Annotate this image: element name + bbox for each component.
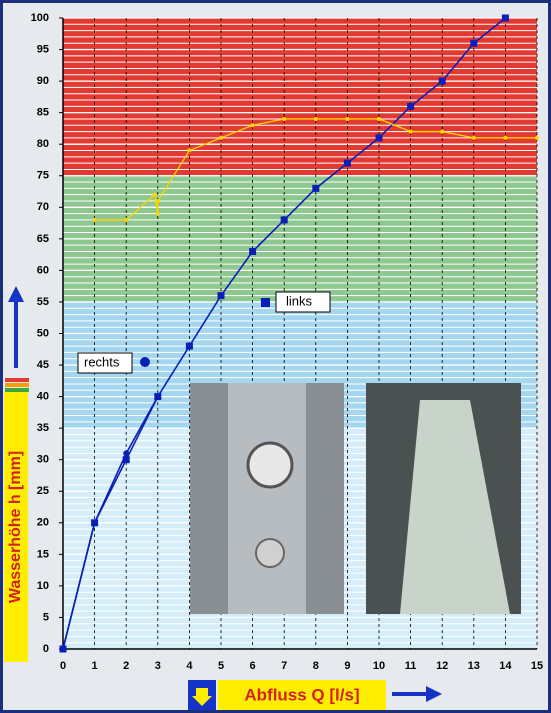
photo-left-channel (228, 383, 306, 614)
marker (155, 198, 160, 203)
x-tick-label: 3 (155, 660, 161, 672)
x-tick-label: 8 (313, 660, 319, 672)
marker (124, 217, 129, 222)
y-tick-label: 20 (37, 517, 49, 529)
y-axis-label: Wasserhöhe h [mm] (7, 451, 24, 603)
x-tick-label: 11 (405, 660, 417, 672)
legend-box (275, 291, 331, 313)
y-tick-label: 70 (37, 201, 49, 213)
marker (91, 519, 98, 526)
y-tick-label: 45 (37, 359, 49, 371)
marker (250, 123, 255, 128)
arrow-icon (192, 688, 212, 706)
marker (470, 39, 478, 47)
y-tick-label: 30 (37, 454, 49, 466)
marker (282, 116, 287, 121)
arrow-head (8, 286, 24, 302)
x-tick-label: 7 (281, 660, 287, 672)
x-tick-label: 12 (436, 660, 448, 672)
marker (312, 184, 320, 192)
y-tick-label: 10 (37, 580, 49, 592)
x-tick-label: 9 (344, 660, 350, 672)
marker (155, 211, 160, 216)
y-tick-label: 0 (43, 643, 49, 655)
x-tick-label: 4 (186, 660, 193, 672)
key (5, 378, 29, 382)
y-tick-label: 5 (43, 611, 49, 623)
marker (313, 116, 318, 121)
legend-marker (140, 357, 150, 367)
marker (408, 129, 413, 134)
marker (122, 456, 130, 464)
y-tick-label: 55 (37, 296, 49, 308)
y-tick-label: 75 (37, 170, 49, 182)
y-tick-label: 65 (37, 233, 49, 245)
marker (187, 148, 192, 153)
x-tick-label: 5 (218, 660, 224, 672)
key (5, 383, 29, 387)
y-tick-label: 25 (37, 485, 49, 497)
y-tick-label: 35 (37, 422, 49, 434)
marker (343, 159, 351, 167)
y-tick-label: 50 (37, 327, 49, 339)
x-tick-label: 15 (531, 660, 543, 672)
series-line (62, 396, 159, 650)
color-key (5, 378, 29, 392)
marker (60, 646, 66, 652)
x-tick-label: 13 (468, 660, 480, 672)
marker (501, 14, 509, 22)
marker (154, 393, 161, 400)
x-axis-label: Abfluss Q [l/s] (244, 685, 359, 704)
key (5, 388, 29, 392)
marker (438, 77, 446, 85)
y-tick-label: 15 (37, 548, 49, 560)
marker (217, 292, 225, 300)
marker (92, 217, 97, 222)
photo-left-part (255, 538, 285, 568)
x-tick-label: 10 (373, 660, 385, 672)
y-tick-label: 100 (31, 12, 49, 24)
y-tick-label: 60 (37, 264, 49, 276)
marker (219, 135, 223, 140)
y-tick-label: 80 (37, 138, 49, 150)
legend-label: rechts (84, 354, 120, 369)
x-tick-label: 6 (250, 660, 256, 672)
photo-left-part (246, 441, 294, 489)
marker (440, 129, 445, 134)
band (63, 18, 537, 176)
marker (377, 116, 381, 121)
legend-marker (261, 298, 270, 307)
marker (535, 135, 539, 140)
marker (345, 116, 350, 121)
y-tick-label: 90 (37, 75, 49, 87)
marker (152, 192, 157, 197)
x-tick-label: 14 (499, 660, 512, 672)
marker (407, 102, 415, 110)
x-tick-label: 0 (60, 660, 66, 672)
x-tick-label: 2 (123, 660, 129, 672)
y-tick-label: 40 (37, 391, 49, 403)
marker (280, 216, 288, 224)
y-tick-label: 85 (37, 107, 49, 119)
y-label-box (4, 392, 28, 662)
arrow-head (426, 686, 442, 702)
marker (503, 135, 508, 140)
marker (249, 247, 257, 255)
y-tick-label: 95 (37, 43, 49, 55)
legend-label: links (286, 293, 313, 308)
marker (185, 342, 193, 350)
photo-right-water (400, 400, 510, 614)
marker (375, 134, 383, 142)
marker (471, 135, 476, 140)
photos (190, 383, 521, 614)
marker (123, 450, 130, 457)
x-label-box (218, 680, 386, 710)
x-tick-label: 1 (92, 660, 98, 672)
legend-box (77, 352, 133, 374)
